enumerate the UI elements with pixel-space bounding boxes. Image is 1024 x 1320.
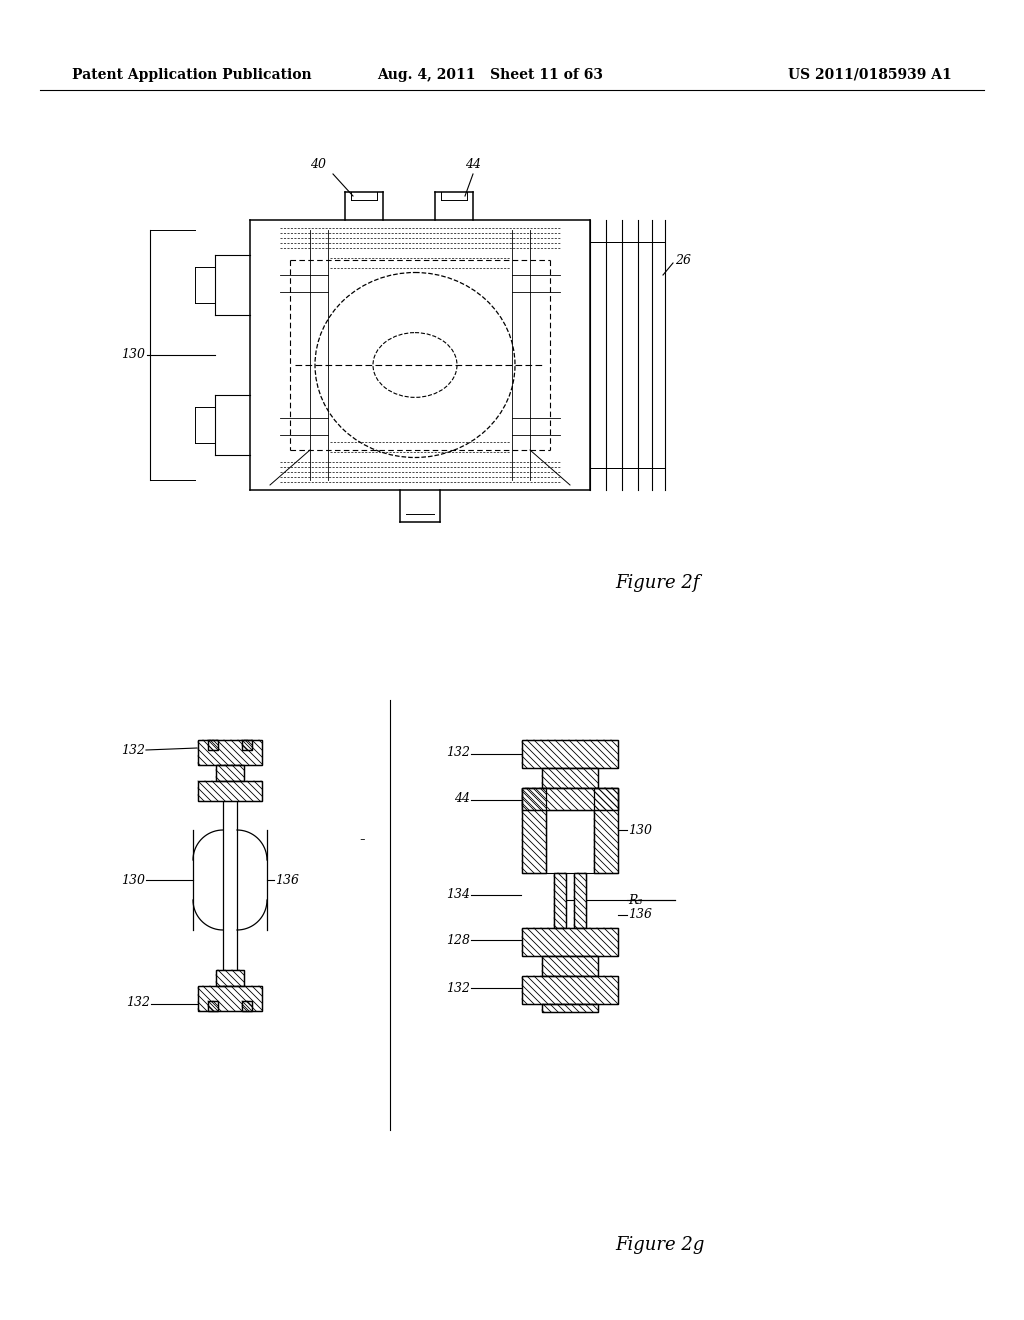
Bar: [242, 741, 252, 750]
Text: 130: 130: [121, 348, 145, 362]
Bar: [242, 1001, 252, 1011]
Text: 132: 132: [446, 982, 470, 994]
Text: 130: 130: [628, 824, 652, 837]
Text: R₃: R₃: [628, 894, 642, 907]
Text: Aug. 4, 2011   Sheet 11 of 63: Aug. 4, 2011 Sheet 11 of 63: [377, 69, 603, 82]
Bar: [574, 873, 586, 928]
Bar: [522, 741, 618, 768]
Bar: [594, 788, 618, 873]
Bar: [522, 928, 618, 956]
Bar: [208, 741, 218, 750]
Bar: [242, 1001, 252, 1011]
Bar: [198, 741, 262, 766]
Bar: [522, 975, 618, 1005]
Bar: [522, 928, 618, 956]
Bar: [522, 788, 546, 873]
Bar: [522, 788, 618, 810]
Text: 44: 44: [454, 792, 470, 804]
Bar: [522, 741, 618, 768]
Text: US 2011/0185939 A1: US 2011/0185939 A1: [788, 69, 952, 82]
Bar: [242, 741, 252, 750]
Bar: [574, 873, 586, 928]
Text: 132: 132: [446, 746, 470, 759]
Text: 134: 134: [446, 888, 470, 902]
Text: 132: 132: [126, 995, 150, 1008]
Bar: [198, 781, 262, 801]
Text: 136: 136: [628, 908, 652, 921]
Bar: [208, 1001, 218, 1011]
Bar: [216, 970, 244, 986]
Bar: [216, 970, 244, 986]
Text: Patent Application Publication: Patent Application Publication: [72, 69, 311, 82]
Bar: [554, 873, 566, 928]
Text: 130: 130: [121, 874, 145, 887]
Text: 26: 26: [675, 253, 691, 267]
Bar: [594, 788, 618, 873]
Bar: [522, 788, 618, 810]
Bar: [198, 986, 262, 1011]
Bar: [198, 741, 262, 766]
Bar: [216, 766, 244, 781]
Bar: [208, 741, 218, 750]
Bar: [542, 768, 598, 788]
Text: Figure 2f: Figure 2f: [615, 574, 699, 591]
Bar: [542, 1005, 598, 1012]
Bar: [208, 1001, 218, 1011]
Bar: [198, 986, 262, 1011]
Text: 128: 128: [446, 933, 470, 946]
Text: -: -: [359, 832, 365, 849]
Text: 136: 136: [275, 874, 299, 887]
Text: 44: 44: [465, 157, 481, 170]
Bar: [522, 975, 618, 1005]
Text: 132: 132: [121, 743, 145, 756]
Bar: [554, 873, 566, 928]
Bar: [198, 781, 262, 801]
Bar: [542, 956, 598, 975]
Bar: [542, 1005, 598, 1012]
Bar: [216, 766, 244, 781]
Text: Figure 2g: Figure 2g: [615, 1236, 705, 1254]
Bar: [542, 956, 598, 975]
Text: 40: 40: [310, 157, 326, 170]
Bar: [522, 788, 546, 873]
Bar: [542, 768, 598, 788]
